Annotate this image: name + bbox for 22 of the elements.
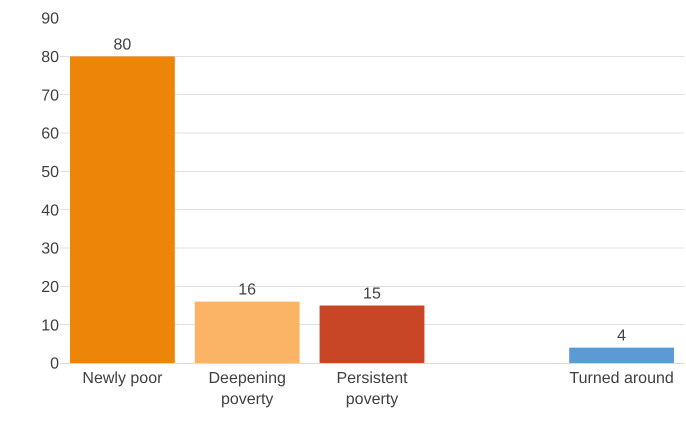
y-tick-label: 40 (41, 202, 60, 220)
data-label: 15 (363, 286, 381, 302)
y-tick-label: 20 (41, 278, 60, 296)
y-tick-label: 90 (41, 10, 60, 28)
y-tick-label: 50 (41, 164, 60, 181)
x-tick-label: Persistent poverty (336, 370, 408, 408)
data-label: 16 (238, 282, 256, 299)
data-label: 80 (113, 36, 132, 54)
data-label: 4 (617, 328, 626, 345)
bar (320, 306, 424, 363)
y-tick-label: 80 (41, 48, 60, 66)
y-tick-label: 60 (41, 126, 60, 143)
y-tick-label: 30 (41, 240, 60, 258)
x-tick-label: Turned around (569, 370, 674, 388)
bar (194, 302, 300, 363)
bar (569, 348, 674, 363)
x-tick-label: Deepening poverty (208, 370, 286, 408)
x-tick-label: Newly poor (82, 370, 164, 388)
y-tick-label: 0 (50, 356, 60, 373)
y-tick-label: 70 (41, 87, 60, 104)
y-tick-label: 10 (41, 317, 60, 334)
bar (70, 56, 175, 363)
